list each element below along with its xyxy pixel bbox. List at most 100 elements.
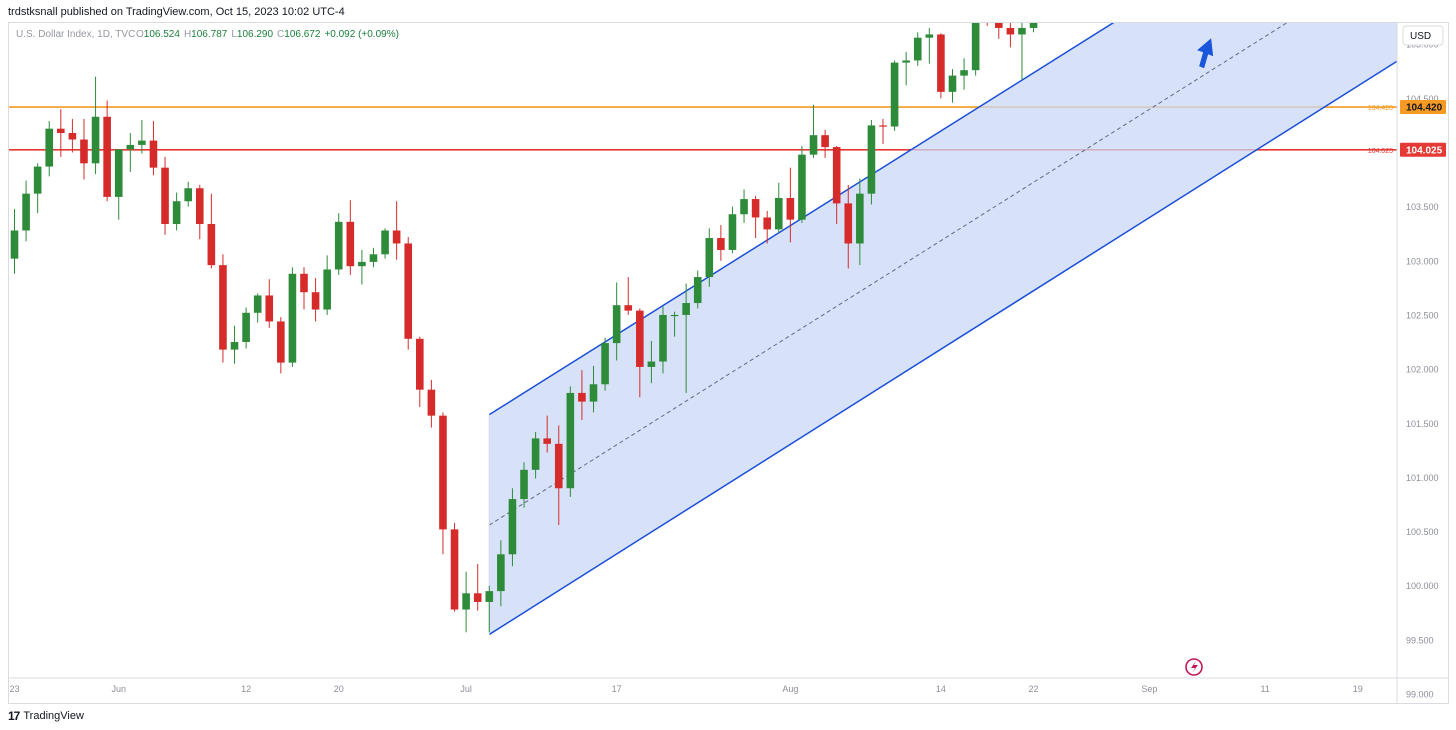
candle-body	[960, 70, 968, 76]
candle	[1018, 23, 1026, 80]
candle	[809, 104, 818, 158]
candle-body	[149, 140, 158, 168]
candle-body	[554, 443, 563, 489]
candle-body	[80, 139, 88, 164]
candle-body	[195, 188, 204, 224]
candle-body	[45, 128, 54, 167]
x-tick-label: Jun	[111, 684, 126, 694]
candle-body	[705, 238, 714, 278]
candle	[647, 340, 656, 384]
currency-button[interactable]: USD	[1402, 25, 1444, 46]
candle-body	[740, 199, 748, 215]
price-label-bg-104.025	[1400, 142, 1446, 157]
candle-body	[33, 166, 42, 194]
candle	[670, 311, 679, 337]
candle-body	[624, 305, 633, 311]
candle	[890, 60, 899, 131]
candle	[682, 283, 690, 393]
ohlc-values: O106.524 H106.787 L106.290 C106.672 +0.092 (…	[136, 29, 399, 40]
x-tick-label: 11	[1260, 684, 1269, 694]
tradingview-logo-icon: 17	[8, 709, 20, 723]
candle-body	[925, 34, 934, 38]
candle	[601, 337, 609, 391]
x-tick-label: Jul	[460, 684, 472, 694]
candle-body	[1006, 27, 1015, 35]
lightning-icon[interactable]	[1185, 658, 1203, 676]
candle	[80, 118, 88, 180]
candle	[265, 279, 274, 328]
candle	[832, 146, 841, 224]
candle-body	[786, 197, 795, 220]
candle-body	[358, 261, 366, 267]
x-tick-label: 12	[241, 684, 251, 694]
candle	[392, 201, 401, 260]
candle-body	[346, 221, 355, 267]
candle-body	[589, 384, 598, 402]
candle-body	[913, 37, 922, 61]
candle-body	[450, 529, 459, 610]
candle-body	[323, 269, 331, 310]
candle	[578, 370, 586, 421]
candle-body	[1029, 23, 1038, 28]
y-tick-label: 100.000	[1406, 581, 1439, 591]
y-tick-label: 99.000	[1406, 690, 1434, 700]
candle-body	[774, 197, 783, 230]
level-text-104.025: 104.025	[1368, 148, 1393, 155]
candle-body	[91, 116, 100, 164]
candle-body	[647, 361, 656, 367]
blue-arrow-icon	[1197, 38, 1214, 69]
candle	[195, 184, 204, 240]
candle	[786, 167, 795, 243]
candle-body	[832, 147, 841, 204]
candle	[103, 100, 111, 202]
candle	[346, 200, 355, 275]
footer-brand: 17 TradingView	[8, 709, 84, 723]
candle-body	[288, 273, 297, 363]
candle	[856, 178, 864, 266]
candle	[728, 206, 737, 254]
candle-body	[995, 23, 1003, 28]
candle	[277, 317, 285, 374]
candle	[554, 425, 563, 526]
candle-body	[601, 343, 609, 385]
candle-body	[763, 217, 771, 230]
candle-body	[230, 342, 239, 350]
candle	[161, 156, 169, 235]
candle	[242, 307, 250, 349]
candle-body	[184, 188, 192, 202]
candle	[624, 277, 633, 315]
candle-body	[10, 230, 19, 259]
candle-body	[161, 167, 169, 224]
candle	[566, 386, 575, 497]
candle-body	[856, 193, 864, 244]
candle-body	[485, 591, 494, 602]
candle-body	[659, 314, 667, 362]
candle	[10, 208, 19, 274]
candle-body	[728, 214, 737, 250]
candle	[1041, 0, 1049, 6]
candle-body	[1018, 27, 1026, 35]
candle	[485, 585, 494, 633]
candle-body	[971, 23, 980, 71]
candle	[91, 76, 100, 175]
candle	[57, 109, 65, 157]
candle	[473, 564, 482, 611]
candle-body	[334, 221, 343, 270]
candle	[960, 58, 968, 90]
candle-body	[937, 34, 945, 92]
candle	[740, 189, 748, 223]
candle	[659, 306, 667, 374]
candle-body	[311, 292, 320, 310]
x-tick-label: Sep	[1141, 684, 1157, 694]
candle	[45, 121, 54, 177]
candle	[114, 149, 123, 220]
price-label-bg-104.420	[1400, 100, 1446, 115]
candle-body	[948, 75, 957, 92]
candle-body	[253, 295, 262, 313]
candle	[913, 32, 922, 66]
candle-body	[369, 254, 378, 262]
candle	[427, 379, 436, 428]
y-tick-label: 103.500	[1406, 202, 1439, 212]
chart-frame	[8, 22, 1449, 704]
